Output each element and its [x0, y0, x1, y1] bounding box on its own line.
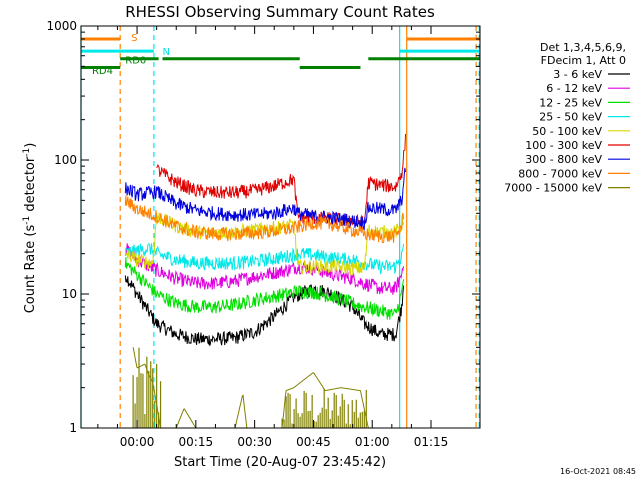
legend-label-5: 100 - 300 keV: [525, 139, 602, 152]
x-tick-label: 01:00: [355, 435, 390, 449]
y-axis-title-part: detector: [23, 156, 38, 216]
x-tick-label: 00:45: [296, 435, 331, 449]
legend-label-4: 50 - 100 keV: [532, 125, 602, 138]
timestamp: 16-Oct-2021 08:45: [560, 467, 636, 476]
x-axis-title: Start Time (20-Aug-07 23:45:42): [174, 455, 386, 470]
axes: 00:00 00:15 00:30 00:45 01:00 01:15 1 10 100 1000: [46, 19, 481, 449]
x-tick-label: 01:15: [414, 435, 449, 449]
y-axis-title: Count Rate (s-1 detector-1): [22, 143, 38, 314]
series-line-0: [124, 275, 405, 346]
y-axis-title-part: Count Rate (s: [23, 225, 38, 314]
legend-label-0: 3 - 6 keV: [553, 68, 602, 81]
y-tick-label: 1000: [46, 19, 77, 33]
legend-label-6: 300 - 800 keV: [525, 153, 602, 166]
legend-label-3: 25 - 50 keV: [539, 111, 602, 124]
annotation-n: N: [163, 47, 170, 58]
y-tick-label: 10: [62, 287, 77, 301]
y-axis-title-superscript: -1: [22, 216, 32, 225]
series-line-1: [125, 243, 405, 295]
series-line-2: [124, 257, 405, 320]
legend-label-7: 800 - 7000 keV: [518, 167, 602, 180]
plot-frame: [80, 25, 481, 429]
chart-title: RHESSI Observing Summary Count Rates: [125, 3, 435, 21]
state-bars: S N RD0 RD4: [81, 33, 480, 77]
series-line-5: [156, 133, 406, 230]
x-tick-label: 00:15: [179, 435, 214, 449]
x-tick-label: 00:00: [120, 435, 155, 449]
series-lines: [124, 133, 406, 429]
legend-header-line-2: FDecim 1, Att 0: [541, 54, 626, 67]
legend-label-1: 6 - 12 keV: [546, 82, 602, 95]
fill-regions: [132, 347, 367, 428]
y-axis-title-part: ): [23, 143, 38, 148]
annotation-rd0: RD0: [125, 56, 146, 67]
series-line-3: [124, 243, 405, 275]
x-tick-label: 00:30: [237, 435, 272, 449]
y-tick-label: 100: [54, 153, 77, 167]
series-line-7: [124, 195, 405, 244]
series-line-6: [124, 167, 406, 231]
legend-label-8: 7000 - 15000 keV: [504, 182, 602, 195]
legend-header-line-1: Det 1,3,4,5,6,9,: [540, 41, 626, 54]
y-axis-title-superscript: -1: [22, 148, 32, 157]
y-tick-label: 1: [69, 421, 77, 435]
annotation-s: S: [131, 33, 137, 44]
legend-label-2: 12 - 25 keV: [539, 96, 602, 109]
annotation-rd4: RD4: [92, 66, 113, 77]
legend: Det 1,3,4,5,6,9, FDecim 1, Att 0 3 - 6 k…: [504, 41, 630, 195]
